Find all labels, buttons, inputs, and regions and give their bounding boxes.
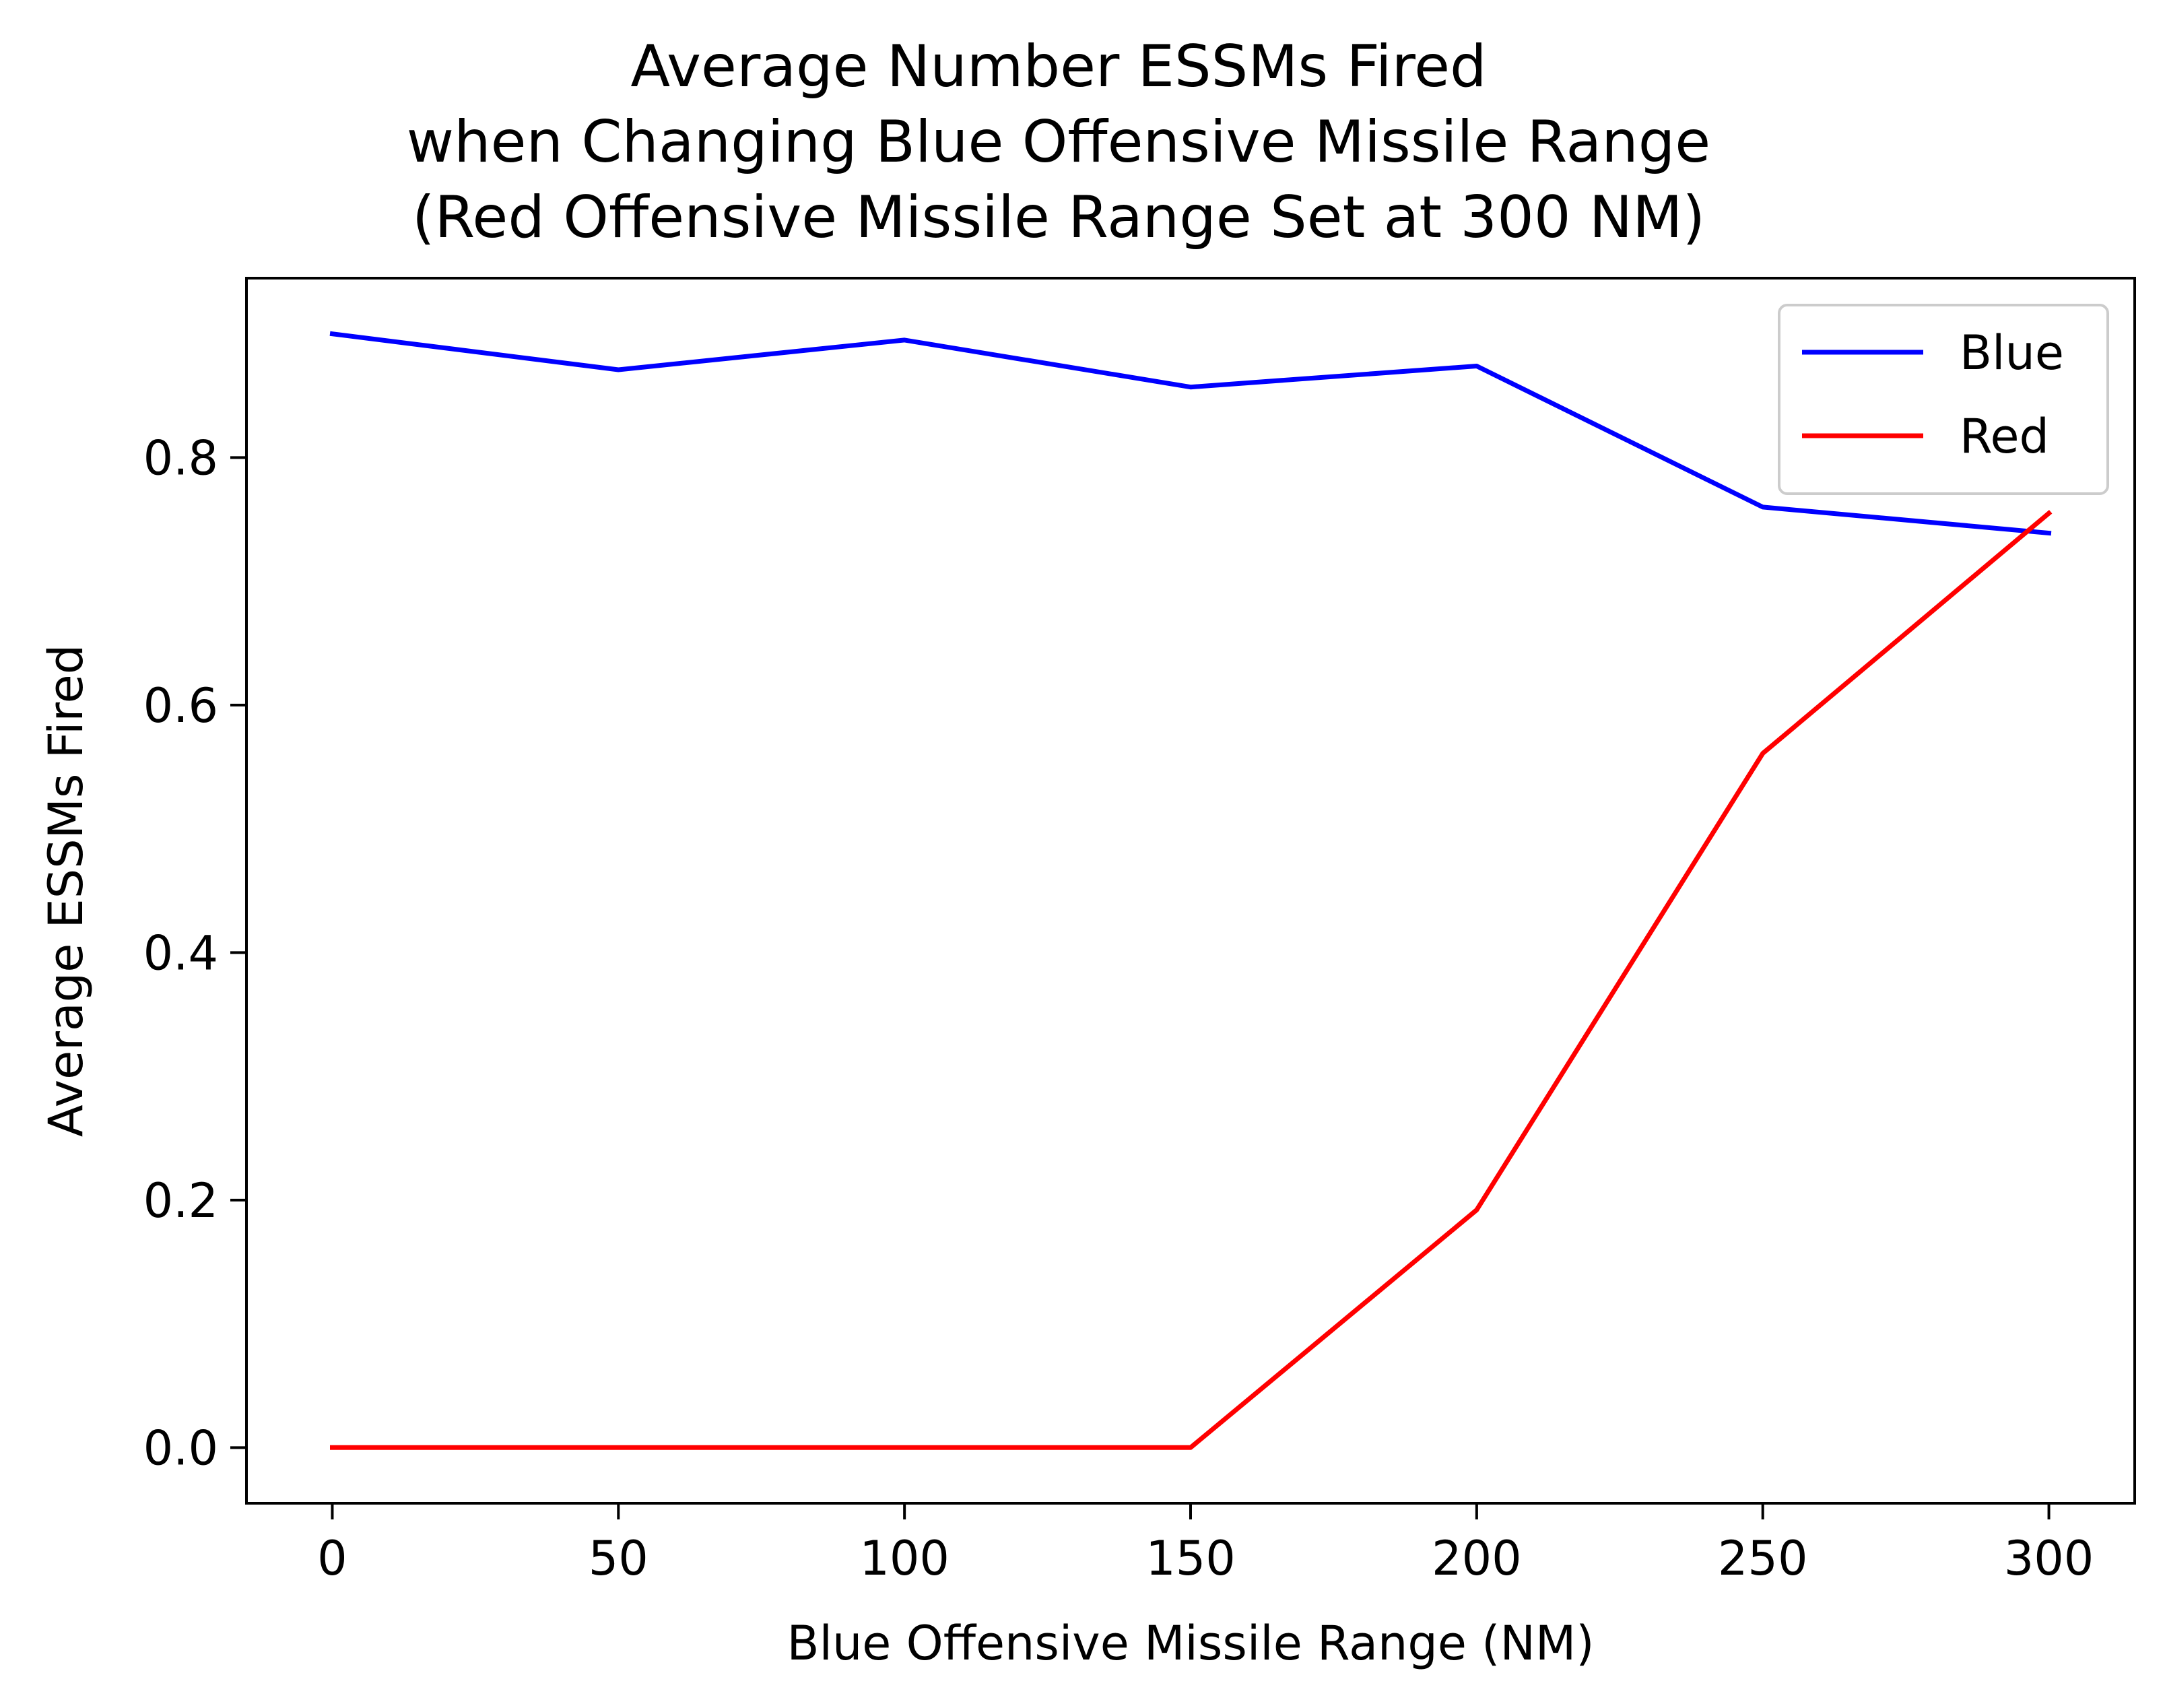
series-line-blue bbox=[329, 331, 2052, 536]
x-tick-label: 300 bbox=[2004, 1531, 2094, 1586]
plot-area-frame bbox=[245, 277, 2136, 1505]
series-line-red bbox=[330, 510, 2053, 1450]
legend-label-blue: Blue bbox=[1960, 325, 2064, 381]
x-tick-label: 250 bbox=[1718, 1531, 1808, 1586]
x-tick-label: 100 bbox=[859, 1531, 950, 1586]
chart-title-line-3: (Red Offensive Missile Range Set at 300 … bbox=[412, 184, 1705, 251]
x-tick-label: 150 bbox=[1145, 1531, 1236, 1586]
y-tick-label: 0.0 bbox=[143, 1420, 218, 1476]
x-tick-label: 200 bbox=[1432, 1531, 1522, 1586]
chart-title: Average Number ESSMs Fired when Changing… bbox=[407, 33, 1710, 251]
y-tick-label: 0.4 bbox=[143, 925, 218, 981]
chart-title-line-2: when Changing Blue Offensive Missile Ran… bbox=[407, 108, 1710, 176]
legend-entries: Blue Red bbox=[1802, 325, 2064, 464]
y-axis-label: Average ESSMs Fired bbox=[38, 645, 94, 1137]
y-tick-label: 0.2 bbox=[143, 1173, 218, 1228]
x-axis-ticks: 0 50 100 150 200 250 300 bbox=[317, 1503, 2094, 1586]
x-axis-label: Blue Offensive Missile Range (NM) bbox=[787, 1616, 1594, 1671]
x-tick-label: 50 bbox=[589, 1531, 648, 1586]
x-tick-label: 0 bbox=[317, 1531, 347, 1586]
series-lines bbox=[329, 331, 2053, 1450]
chart-title-line-1: Average Number ESSMs Fired bbox=[630, 33, 1486, 100]
y-tick-label: 0.6 bbox=[143, 678, 218, 733]
legend-label-red: Red bbox=[1960, 409, 2049, 464]
y-tick-label: 0.8 bbox=[143, 430, 218, 486]
y-axis-ticks: 0.0 0.2 0.4 0.6 0.8 bbox=[143, 430, 246, 1476]
legend: Blue Red bbox=[1778, 304, 2109, 495]
